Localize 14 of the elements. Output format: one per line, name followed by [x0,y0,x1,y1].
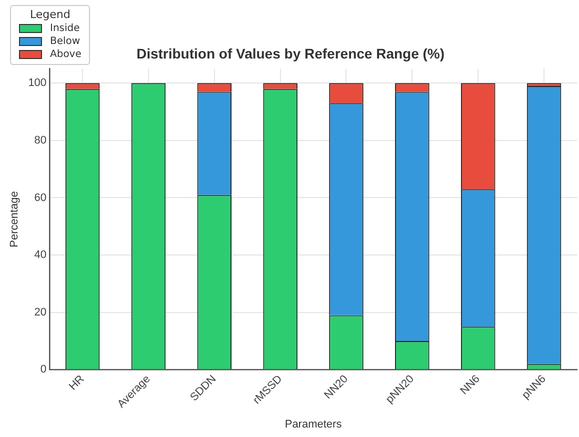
legend-label: Below [50,36,80,47]
y-tick-label: 0 [40,364,47,376]
y-axis-title: Percentage [8,191,21,248]
y-tick-label: 40 [34,249,47,262]
y-tick-label: 100 [28,77,47,90]
legend-label: Inside [50,23,80,34]
legend-label: Above [50,49,82,60]
legend-title: Legend [28,8,72,21]
y-tick-label: 20 [34,306,47,318]
y-tick-label: 80 [34,134,47,146]
chart-title: Distribution of Values by Reference Range (%) [136,45,445,62]
y-tick-label: 60 [34,192,47,204]
x-axis-title: Parameters [284,418,342,430]
x-tick-label: HR [67,373,87,393]
